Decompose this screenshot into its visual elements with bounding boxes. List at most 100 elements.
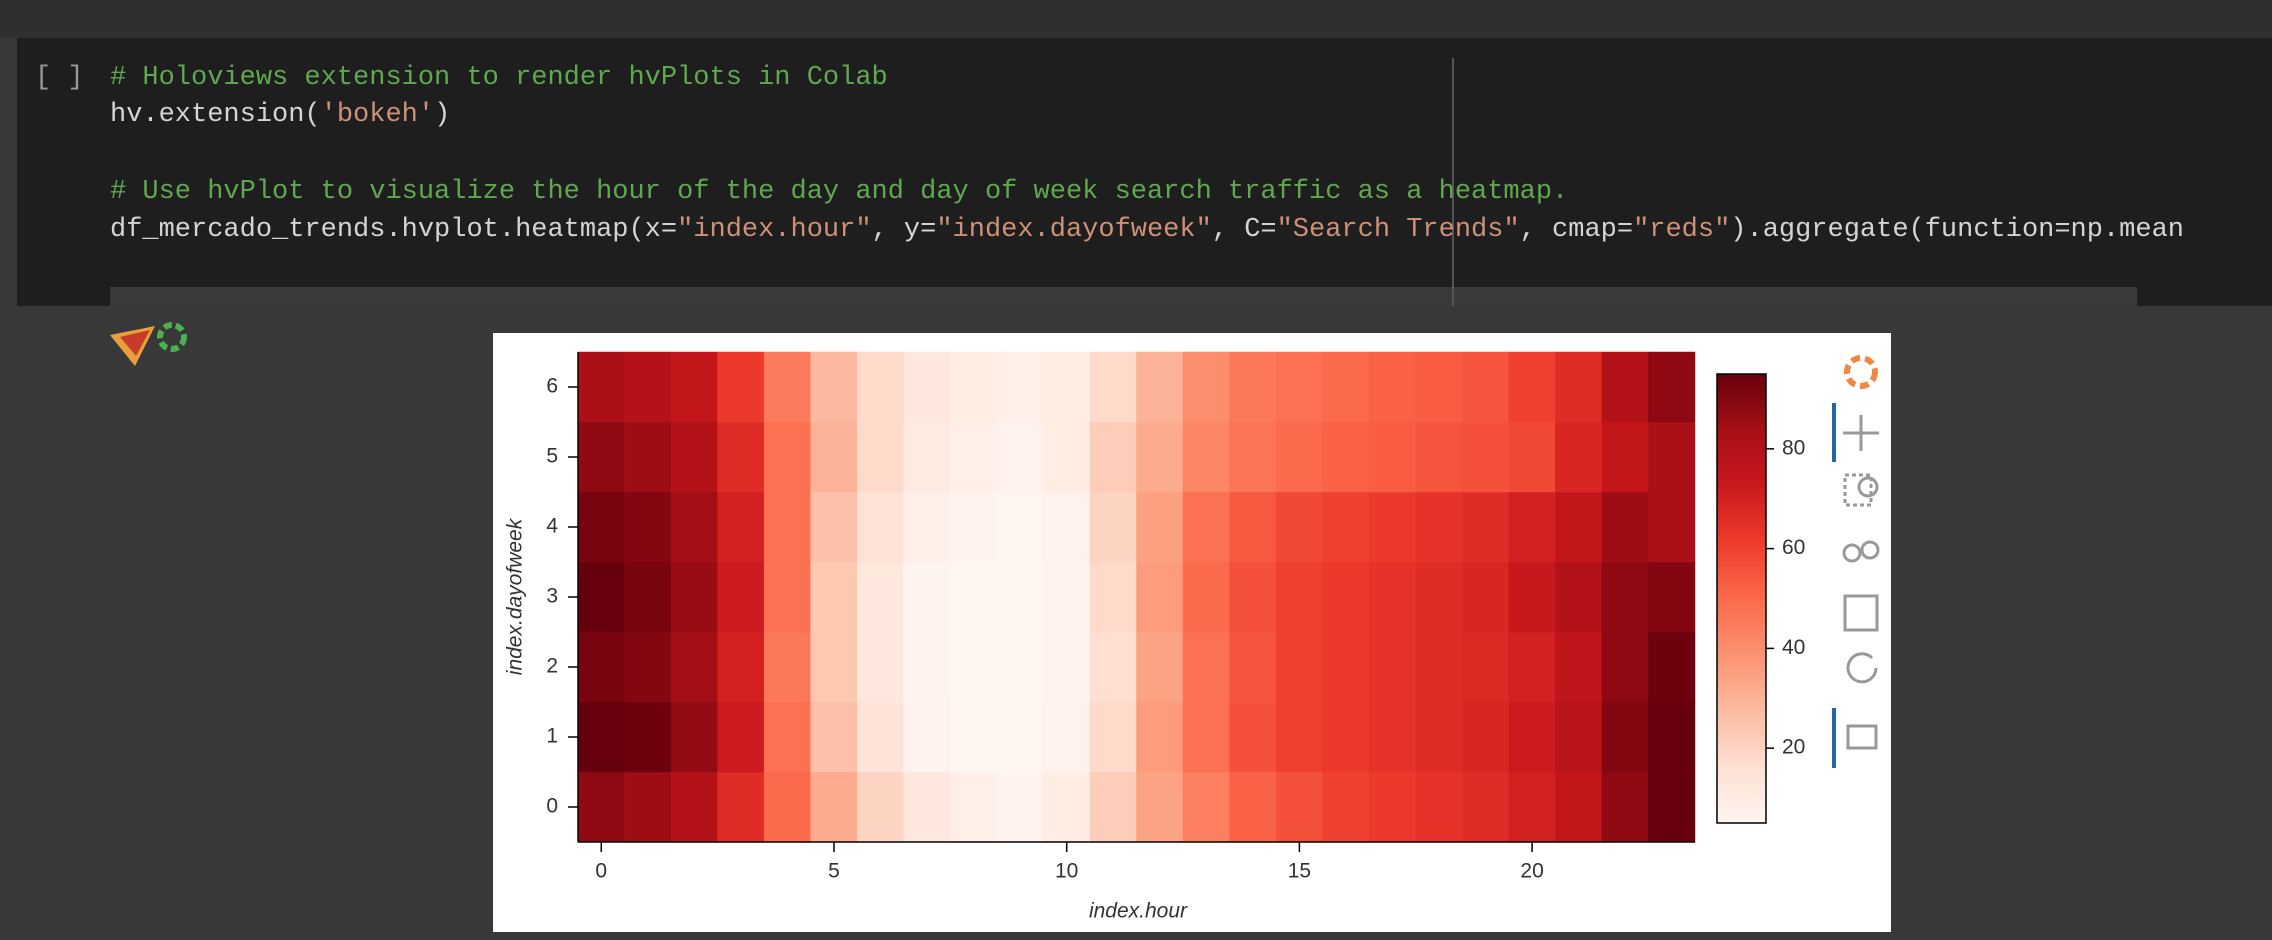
heat-cell [1229, 491, 1277, 563]
heat-cell [1415, 421, 1463, 493]
heat-cell [1229, 771, 1277, 843]
heat-cell [903, 421, 951, 493]
heat-cell [1043, 491, 1091, 563]
wheel-zoom-tool[interactable] [1842, 543, 1862, 563]
heat-cell [1089, 771, 1137, 843]
heat-cell [950, 771, 998, 843]
cell-prompt[interactable]: [ ] [35, 63, 84, 93]
output-bar [110, 287, 2137, 306]
heat-cell [903, 631, 951, 703]
heat-cell [1182, 701, 1230, 773]
heat-cell [1136, 491, 1184, 563]
heat-cell [624, 491, 672, 563]
colorbar [1716, 373, 1767, 824]
hover-tool[interactable] [1846, 724, 1878, 750]
heat-cell [1043, 631, 1091, 703]
heat-cell [1322, 561, 1370, 633]
heat-cell [1555, 491, 1603, 563]
heat-cell [1322, 701, 1370, 773]
heat-cell [577, 491, 625, 563]
save-tool[interactable] [1843, 594, 1879, 632]
heat-cell [857, 421, 905, 493]
heat-cell [1462, 771, 1510, 843]
x-tick-label: 5 [828, 860, 840, 883]
heat-cell [1462, 701, 1510, 773]
heat-cell [1043, 701, 1091, 773]
heat-cell [1368, 561, 1417, 633]
heat-cell [1322, 421, 1370, 493]
heat-cell [1182, 631, 1230, 703]
heat-cell [1415, 561, 1463, 633]
heat-cell [1136, 351, 1184, 423]
heat-cell [903, 771, 951, 843]
heat-cell [1136, 771, 1184, 843]
heat-cell [950, 561, 998, 633]
heat-cell [1648, 771, 1696, 843]
heat-cell [1275, 561, 1323, 633]
heat-cell [810, 491, 858, 563]
heat-cell [624, 631, 672, 703]
heat-cell [717, 771, 765, 843]
heat-cell [1182, 351, 1230, 423]
heat-cell [1182, 421, 1230, 493]
heat-cell [1508, 491, 1556, 563]
heat-cell [1089, 631, 1137, 703]
code-token: # Holoviews extension to render hvPlots … [110, 63, 888, 93]
heat-cell [996, 351, 1044, 423]
y-tick-label: 2 [546, 655, 558, 678]
heat-cell [717, 491, 765, 563]
heat-cell [1462, 631, 1510, 703]
heat-cell [1648, 561, 1696, 633]
heat-cell [1368, 771, 1417, 843]
heat-cell [1275, 701, 1323, 773]
heat-cell [1601, 771, 1649, 843]
code-token: "index.dayofweek" [936, 215, 1211, 245]
wheel-zoom-tool-2[interactable] [1860, 540, 1880, 560]
heat-cell [1043, 421, 1091, 493]
heat-cell [1229, 631, 1277, 703]
heat-cell [763, 351, 811, 423]
heat-cell [1229, 561, 1277, 633]
code-token: 'bokeh' [321, 100, 434, 130]
y-tick-label: 1 [546, 725, 558, 748]
reset-tool[interactable] [1846, 652, 1878, 684]
heat-cell [1648, 491, 1696, 563]
heat-cell [1508, 701, 1556, 773]
heat-cell [1601, 631, 1649, 703]
heat-cell [717, 351, 765, 423]
heat-cell [1462, 561, 1510, 633]
heat-cell [1368, 491, 1417, 563]
heat-cell [857, 561, 905, 633]
heat-cell [1415, 351, 1463, 423]
heat-cell [717, 631, 765, 703]
heat-cell [670, 771, 718, 843]
heat-cell [1601, 351, 1649, 423]
y-tick-label: 3 [546, 585, 558, 608]
heat-cell [763, 701, 811, 773]
heat-cell [1648, 631, 1696, 703]
pan-tool[interactable] [1843, 415, 1879, 451]
colorbar-tick-label: 80 [1782, 436, 1805, 459]
heat-cell [1601, 421, 1649, 493]
heat-cell [1322, 351, 1370, 423]
y-tick-label: 5 [546, 445, 558, 468]
heat-cell [903, 351, 951, 423]
heat-cell [1089, 491, 1137, 563]
heat-cell [1601, 701, 1649, 773]
zoom-lens[interactable] [1857, 476, 1879, 498]
heat-cell [1322, 771, 1370, 843]
code-line: df_mercado_trends.hvplot.heatmap(x="inde… [110, 215, 2184, 245]
toolbar [1832, 355, 1880, 768]
heat-cell [1648, 421, 1696, 493]
heat-cell [1508, 631, 1556, 703]
heat-cell [1136, 421, 1184, 493]
code-line: # Use hvPlot to visualize the hour of th… [110, 177, 1568, 207]
heat-cell [1322, 491, 1370, 563]
heat-cell [1555, 351, 1603, 423]
heat-cell [1089, 701, 1137, 773]
heat-cell [1601, 491, 1649, 563]
heat-cell [1043, 771, 1091, 843]
x-tick-label: 10 [1055, 860, 1078, 883]
heat-cell [857, 491, 905, 563]
